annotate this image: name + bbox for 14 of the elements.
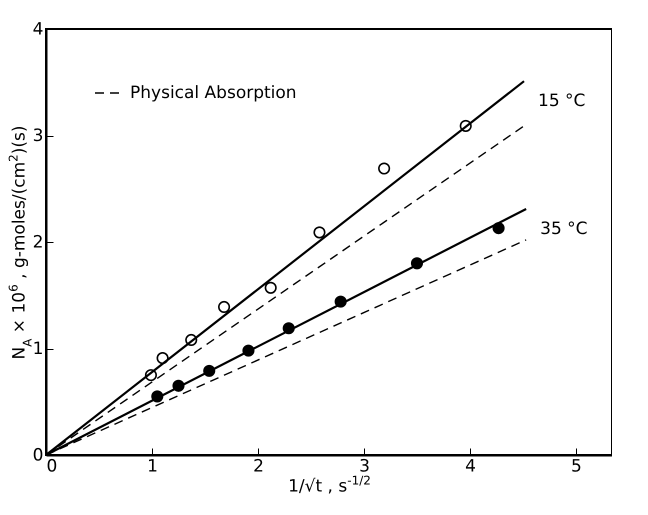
series-label: 35 °C — [540, 218, 588, 239]
x-axis-title: 1/√t , s$^{-1/2}$ — [288, 474, 371, 496]
y-tick-label: 4 — [32, 20, 44, 40]
x-tick-label: 0 — [46, 456, 58, 476]
y-tick-label: 1 — [32, 339, 44, 359]
x-tick-label: 3 — [359, 456, 370, 476]
x-tick-label: 5 — [571, 456, 582, 476]
x-tick-label: 4 — [465, 456, 476, 476]
y-tick-label: 2 — [32, 232, 44, 252]
y-tick-label: 3 — [32, 126, 44, 146]
series-label: 15 °C — [538, 91, 586, 112]
legend-label: Physical Absorption — [130, 83, 297, 103]
x-tick-label: 1 — [147, 456, 158, 476]
x-tick-label: 2 — [253, 456, 264, 476]
